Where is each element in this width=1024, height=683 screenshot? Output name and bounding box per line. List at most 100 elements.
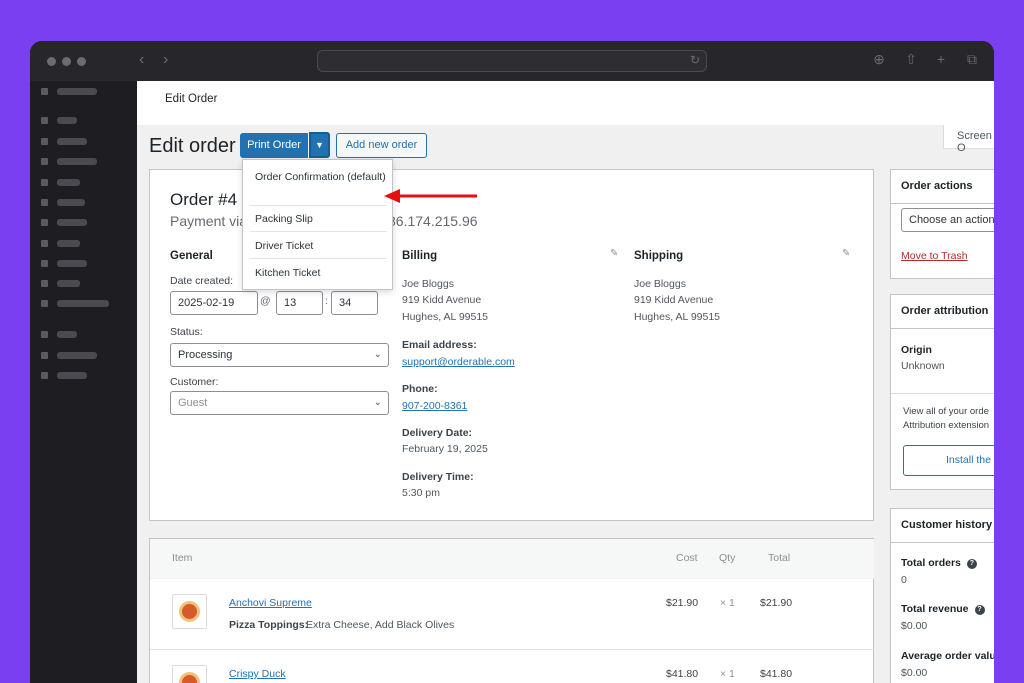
billing-address-line2: Hughes, AL 99515 <box>402 311 489 323</box>
col-total: Total <box>768 552 791 564</box>
item-thumbnail <box>172 665 207 683</box>
menu-item-kitchen-ticket[interactable]: Kitchen Ticket <box>255 267 321 279</box>
total-orders-label: Total orders? <box>901 557 977 569</box>
item-cost: $21.90 <box>666 597 699 609</box>
move-to-trash-link[interactable]: Move to Trash <box>901 250 968 262</box>
email-link[interactable]: support@orderable.com <box>402 356 515 368</box>
window-close-dot[interactable] <box>47 57 56 66</box>
customer-placeholder: Guest <box>178 397 208 409</box>
average-order-value-label: Average order valu <box>901 650 994 662</box>
tabs-overview-icon[interactable]: ⧉ <box>967 51 977 67</box>
item-thumbnail <box>172 594 207 629</box>
chevron-down-icon: ⌄ <box>373 349 382 360</box>
delivery-time-value: 5:30 pm <box>402 487 440 499</box>
help-icon[interactable]: ? <box>974 605 985 615</box>
window-zoom-dot[interactable] <box>77 57 86 66</box>
edit-shipping-icon[interactable]: ✎ <box>842 248 851 259</box>
minute-input[interactable]: 34 <box>331 291 378 315</box>
download-icon[interactable]: ⊕ <box>873 51 885 67</box>
customer-label: Customer: <box>170 376 219 388</box>
forward-icon[interactable]: › <box>163 51 169 68</box>
shipping-address-line1: 919 Kidd Avenue <box>634 294 714 306</box>
time-separator: : <box>325 295 328 307</box>
phone-link[interactable]: 907-200-8361 <box>402 400 468 412</box>
edit-billing-icon[interactable]: ✎ <box>610 248 619 259</box>
chevron-down-icon: ⌄ <box>373 397 382 408</box>
admin-sidebar <box>30 81 137 683</box>
menu-item-driver-ticket[interactable]: Driver Ticket <box>250 239 387 259</box>
reload-icon[interactable]: ↻ <box>689 53 700 67</box>
order-items-panel: Item Cost Qty Total Anchovi Supreme Pizz… <box>149 538 874 683</box>
share-icon[interactable]: ⇧ <box>905 51 917 67</box>
order-attribution-heading: Order attribution <box>891 295 994 329</box>
billing-name: Joe Bloggs <box>402 278 454 290</box>
add-new-order-button[interactable]: Add new order <box>336 133 427 158</box>
delivery-time-label: Delivery Time: <box>402 471 474 483</box>
item-total: $21.90 <box>760 597 793 609</box>
window-minimize-dot[interactable] <box>62 57 71 66</box>
pizza-image <box>179 672 200 683</box>
print-order-button[interactable]: Print Order <box>240 133 308 158</box>
back-icon[interactable]: ‹ <box>139 51 145 68</box>
general-heading: General <box>170 250 213 262</box>
col-item: Item <box>172 552 193 564</box>
header-title: Edit Order <box>165 93 218 105</box>
item-meta-value: Extra Cheese, Add Black Olives <box>306 619 455 631</box>
menu-item-order-confirmation[interactable]: Order Confirmation (default) <box>250 170 387 206</box>
status-select[interactable]: Processing ⌄ <box>170 343 389 367</box>
at-separator: @ <box>260 295 271 307</box>
install-extension-button[interactable]: Install the <box>903 445 994 476</box>
new-tab-icon[interactable]: + <box>936 51 946 67</box>
col-qty: Qty <box>719 552 736 564</box>
phone-label: Phone: <box>402 383 438 395</box>
attribution-note-line2: Attribution extension <box>903 420 990 431</box>
status-value: Processing <box>178 349 233 361</box>
customer-select[interactable]: Guest ⌄ <box>170 391 389 415</box>
caret-down-icon: ▼ <box>315 140 324 150</box>
attribution-note-line1: View all of your orde <box>903 406 989 417</box>
billing-heading: Billing <box>402 250 438 262</box>
item-name-link[interactable]: Anchovi Supreme <box>229 597 312 609</box>
shipping-address-line2: Hughes, AL 99515 <box>634 311 721 323</box>
order-action-select[interactable]: Choose an action <box>901 208 994 232</box>
item-meta-label: Pizza Toppings: <box>229 619 309 631</box>
hour-input[interactable]: 13 <box>276 291 323 315</box>
screen-options-tab[interactable]: Screen O <box>943 125 994 154</box>
date-created-input[interactable]: 2025-02-19 <box>170 291 258 315</box>
address-bar[interactable]: ↻ <box>317 50 707 72</box>
delivery-date-value: February 19, 2025 <box>402 443 488 455</box>
item-qty: × 1 <box>720 668 735 680</box>
item-total: $41.80 <box>760 668 793 680</box>
date-created-label: Date created: <box>170 275 234 287</box>
shipping-name: Joe Bloggs <box>634 278 686 290</box>
total-revenue-label: Total revenue? <box>901 603 985 615</box>
annotation-arrow-icon <box>384 189 477 203</box>
email-label: Email address: <box>402 339 477 351</box>
print-options-menu: Order Confirmation (default) Packing Sli… <box>242 159 393 290</box>
shipping-heading: Shipping <box>634 250 684 262</box>
item-cost: $41.80 <box>666 668 699 680</box>
items-table-header: Item Cost Qty Total <box>150 539 874 579</box>
browser-toolbar: ‹ › ↻ ⊕ ⇧ + ⧉ <box>30 41 994 81</box>
row-divider <box>150 649 874 650</box>
help-icon[interactable]: ? <box>966 559 977 569</box>
menu-item-packing-slip[interactable]: Packing Slip <box>250 212 387 232</box>
billing-address-line1: 919 Kidd Avenue <box>402 294 482 306</box>
payment-method-line: Payment via <box>170 213 248 229</box>
status-label: Status: <box>170 326 203 338</box>
origin-value: Unknown <box>901 360 945 372</box>
total-orders-value: 0 <box>901 574 907 586</box>
delivery-date-label: Delivery Date: <box>402 427 473 439</box>
average-order-value: $0.00 <box>901 667 928 679</box>
col-cost: Cost <box>676 552 698 564</box>
customer-history-panel: Customer history Total orders? 0 Total r… <box>890 508 994 683</box>
page-title: Edit order <box>149 135 236 157</box>
order-number: Order #4 <box>170 190 238 209</box>
print-options-toggle[interactable]: ▼ <box>309 132 330 158</box>
total-revenue-value: $0.00 <box>901 620 928 632</box>
admin-header: Edit Order <box>137 81 994 125</box>
customer-history-heading: Customer history <box>891 509 994 543</box>
item-name-link[interactable]: Crispy Duck <box>229 668 286 680</box>
origin-label: Origin <box>901 344 932 356</box>
pizza-image <box>179 601 200 622</box>
